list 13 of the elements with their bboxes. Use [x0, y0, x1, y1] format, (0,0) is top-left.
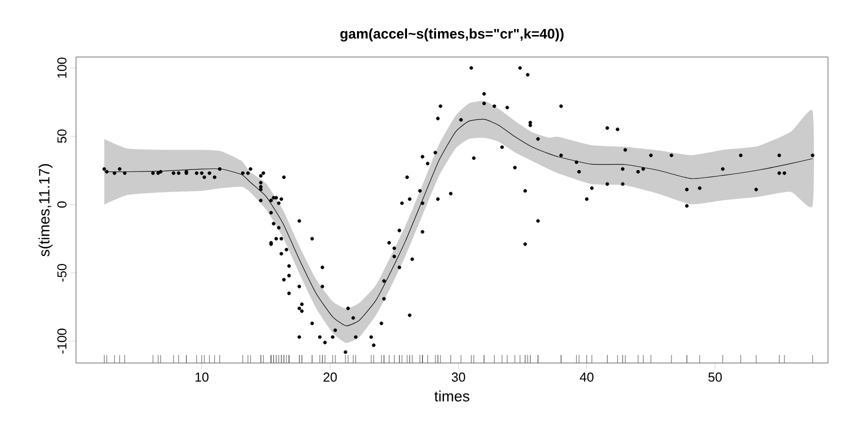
y-tick-label: 50 [57, 130, 66, 143]
y-tick-label: -100 [57, 328, 66, 354]
x-tick-label: 50 [708, 372, 722, 382]
y-tick-label: 0 [57, 201, 66, 208]
y-tick-label: -50 [57, 264, 66, 282]
x-tick-label: 20 [324, 372, 337, 382]
x-tick-label: 30 [452, 372, 466, 382]
chart-title: gam(accel~s(times,bs="cr",k=40)) [340, 28, 564, 42]
x-axis-title: times [434, 390, 470, 402]
x-tick-label: 40 [580, 372, 594, 382]
y-axis-title: s(times,11.17) [38, 164, 52, 256]
y-tick-label: 100 [57, 58, 66, 78]
x-tick-label: 10 [196, 372, 208, 382]
